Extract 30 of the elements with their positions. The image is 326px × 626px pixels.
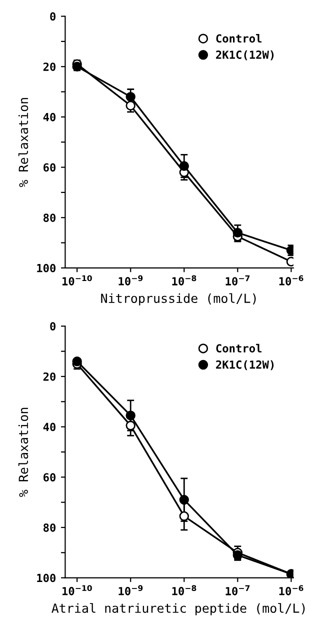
y-tick-label: 20 [43,62,56,71]
y-axis-title: % Relaxation [18,98,28,188]
y-tick-label: 100 [37,264,56,272]
x-tick-label: 10$^{−8}$ [172,585,196,596]
x-tick-label: 10$^{−10}$ [62,585,92,596]
y-tick-label: 0 [50,322,56,331]
y-tick-label: 80 [43,214,56,222]
y-axis-title: % Relaxation [18,408,28,497]
x-tick-label: 10$^{−8}$ [172,275,196,286]
y-tick-label: 40 [43,112,56,122]
x-tick-label: 10$^{−9}$ [118,585,143,596]
legend-label: Control [216,34,262,43]
y-tick-label: 0 [50,12,56,21]
y-tick-label: 40 [43,422,56,432]
legend-label: 2K1C(12W) [216,50,274,60]
x-tick-label: 10$^{−10}$ [62,275,92,286]
y-tick-label: 60 [44,473,56,482]
x-tick-label: 10$^{−9}$ [118,275,143,286]
x-tick-label: 10$^{−7}$ [226,275,250,286]
legend-label: Control [216,344,262,353]
y-tick-label: 100 [37,574,56,582]
y-tick-label: 60 [44,163,56,172]
x-axis-title: Nitroprusside (mol/L) [101,293,256,306]
y-tick-label: 20 [43,372,56,381]
x-axis-title: Atrial natriuretic peptide (mol/L) [52,603,305,616]
y-tick-label: 80 [43,523,56,532]
x-tick-label: 10$^{−7}$ [226,585,250,596]
x-tick-label: 10$^{−6}$ [279,275,304,286]
legend-label: 2K1C(12W) [216,360,274,370]
x-tick-label: 10$^{−6}$ [279,585,304,596]
